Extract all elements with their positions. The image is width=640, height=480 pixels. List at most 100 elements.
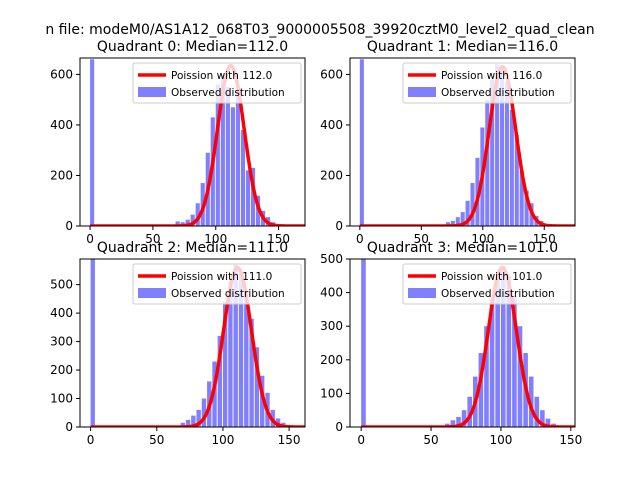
histogram-bar — [509, 109, 514, 226]
histogram-bar — [512, 295, 517, 427]
histogram-bar — [455, 217, 460, 226]
y-tick-label: 500 — [50, 278, 73, 292]
plot-area — [360, 259, 575, 427]
x-tick-label: 100 — [204, 232, 227, 246]
histogram-bar — [217, 335, 223, 427]
histogram-bar — [244, 296, 249, 427]
histogram-bar — [470, 183, 475, 226]
subplot-grid: 0 50 100 150 0 200 400 600 Quadrant 0: Median=11… — [50, 39, 582, 447]
y-tick-label: 0 — [65, 219, 73, 233]
histogram-bar — [506, 275, 512, 427]
x-tick-label: 100 — [489, 433, 512, 447]
histogram-bar — [90, 259, 95, 427]
histogram-bar — [230, 107, 235, 226]
x-tick-label: 100 — [211, 433, 234, 447]
histogram-bar — [478, 353, 484, 427]
histogram-bar — [517, 326, 523, 427]
histogram-bar — [250, 167, 256, 226]
legend-hist-label: Observed distribution — [171, 288, 285, 300]
y-tick-label: 0 — [335, 420, 343, 434]
legend-hist-swatch — [138, 288, 166, 298]
subplot-title: Quadrant 1: Median=116.0 — [367, 39, 558, 55]
histogram-bar — [460, 212, 465, 226]
histogram-bar — [196, 409, 201, 427]
plot-area — [88, 59, 305, 226]
histogram-bar — [534, 396, 540, 427]
y-tick-label: 0 — [65, 420, 73, 434]
x-tick-label: 50 — [414, 232, 429, 246]
histogram-bar — [500, 69, 505, 226]
y-tick-label: 300 — [320, 319, 343, 333]
histogram-bar — [233, 264, 238, 427]
histogram-bar — [201, 398, 207, 427]
histogram-bar — [220, 74, 225, 226]
histogram-bar — [249, 318, 254, 427]
histogram-bar — [180, 422, 185, 427]
y-tick-label: 400 — [50, 118, 73, 132]
figure-suptitle: n file: modeM0/AS1A12_068T03_9000005508_… — [45, 22, 594, 38]
histogram-bar — [467, 396, 473, 427]
histogram-bar — [445, 222, 450, 226]
histogram-bar — [514, 135, 519, 226]
poisson-fit-line — [89, 265, 305, 427]
histogram-bar — [528, 376, 534, 427]
legend-hist-swatch — [408, 288, 436, 298]
histogram-bar — [212, 361, 217, 427]
x-tick-label: 150 — [278, 433, 301, 447]
legend-fit-label: Poission with 112.0 — [171, 70, 272, 82]
histogram-bar — [235, 89, 241, 226]
histogram-bar — [191, 415, 196, 427]
y-tick-label: 200 — [50, 363, 73, 377]
legend-hist-swatch — [138, 87, 166, 97]
legend-hist-label: Observed distribution — [441, 288, 555, 300]
y-tick-label: 600 — [320, 67, 343, 81]
x-tick-label: 150 — [533, 232, 556, 246]
histogram-bar — [465, 200, 470, 226]
axes-frame — [79, 258, 306, 428]
quadrant-0-panel: 0 50 100 150 0 200 400 600 Quadrant 0: Median=11… — [50, 39, 306, 246]
x-tick-label: 150 — [267, 232, 290, 246]
histogram-bar — [540, 410, 545, 427]
histogram-bar — [90, 59, 95, 226]
y-tick-label: 100 — [50, 392, 73, 406]
x-tick-label: 50 — [149, 433, 164, 447]
histogram-bar — [450, 220, 455, 226]
poisson-fit-line — [358, 65, 575, 226]
histogram-bar — [461, 410, 467, 427]
x-tick-label: 100 — [471, 232, 494, 246]
histogram-bar — [500, 265, 506, 427]
histogram-bar — [185, 219, 190, 226]
histogram-bar — [260, 375, 265, 427]
y-tick-label: 0 — [335, 219, 343, 233]
poisson-fit-line — [360, 265, 575, 427]
histogram-bar — [222, 301, 228, 427]
x-tick-label: 50 — [145, 232, 160, 246]
histogram-bar — [254, 347, 260, 427]
quadrant-2-panel: 0 50 100 150 0 100 200 300 400 500 Quadrant 2: Med… — [50, 240, 306, 447]
y-tick-label: 400 — [320, 286, 343, 300]
histogram-bar — [175, 221, 180, 226]
y-tick-label: 100 — [320, 386, 343, 400]
legend: Poission with 101.0 Observed distribution — [402, 263, 572, 305]
y-tick-label: 200 — [320, 168, 343, 182]
histogram-bar — [495, 64, 500, 226]
histogram-bar — [489, 299, 495, 427]
legend-box — [402, 263, 572, 305]
y-tick-label: 200 — [320, 353, 343, 367]
histogram-bar — [190, 214, 195, 226]
axes-frame — [79, 57, 306, 227]
histogram-bar — [238, 273, 244, 427]
legend: Poission with 111.0 Observed distribution — [132, 263, 302, 305]
histogram-bar — [359, 59, 364, 226]
legend-hist-swatch — [408, 87, 436, 97]
x-tick-label: 0 — [356, 232, 364, 246]
histogram-bar — [504, 82, 509, 226]
legend-fit-label: Poission with 116.0 — [441, 70, 542, 82]
y-tick-label: 500 — [320, 252, 343, 266]
histogram-bar — [485, 99, 490, 226]
x-tick-label: 0 — [357, 433, 365, 447]
histogram-bar — [450, 420, 456, 427]
y-tick-label: 400 — [50, 306, 73, 320]
quadrant-1-panel: 0 50 100 150 0 200 400 600 Quadrant 1: Median=11… — [320, 39, 576, 246]
